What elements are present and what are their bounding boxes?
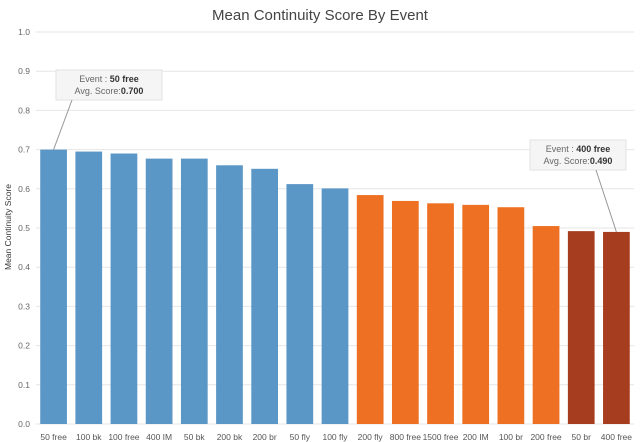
y-tick-label: 0.9: [18, 66, 30, 76]
bar: [391, 200, 419, 424]
y-tick-label: 0.0: [18, 419, 30, 429]
tooltip-score: Avg. Score:0.490: [544, 156, 613, 166]
y-tick-label: 0.3: [18, 301, 30, 311]
bar: [110, 153, 138, 424]
y-tick-label: 0.6: [18, 184, 30, 194]
bar: [75, 151, 103, 424]
bar: [603, 231, 630, 424]
bar: [356, 195, 384, 424]
tooltip-event-label: Event :: [79, 74, 110, 84]
x-tick-label: 200 bk: [217, 432, 243, 442]
tooltip-score: Avg. Score:0.700: [75, 86, 144, 96]
x-tick-label: 200 IM: [463, 432, 489, 442]
bar: [532, 226, 560, 424]
tooltip-score-label: Avg. Score:: [544, 156, 590, 166]
x-tick-label: 800 free: [390, 432, 421, 442]
x-tick-label: 50 bk: [184, 432, 206, 442]
x-tick-label: 50 free: [40, 432, 67, 442]
tooltip-event: Event : 50 free: [79, 74, 139, 84]
tooltip-box: [529, 139, 627, 171]
x-tick-label: 50 fly: [290, 432, 311, 442]
x-tick-label: 400 IM: [146, 432, 172, 442]
tooltip: Event : 50 free Avg. Score:0.700: [53, 69, 163, 150]
x-tick-label: 200 br: [253, 432, 277, 442]
tooltip-event: Event : 400 free: [546, 144, 611, 154]
x-tick-label: 400 free: [601, 432, 632, 442]
y-tick-label: 1.0: [18, 27, 30, 37]
x-tick-label: 100 fly: [322, 432, 348, 442]
bar: [497, 207, 525, 424]
tooltip-score-label: Avg. Score:: [75, 86, 121, 96]
tooltip-connector: [595, 169, 617, 233]
tooltip-event-value: 400 free: [576, 144, 610, 154]
y-tick-label: 0.8: [18, 105, 30, 115]
y-tick-label: 0.7: [18, 145, 30, 155]
tooltip-event-label: Event :: [546, 144, 577, 154]
bar: [567, 231, 595, 424]
bar: [180, 158, 208, 424]
bar: [251, 168, 279, 424]
bars: [40, 149, 630, 424]
tooltip-connector: [53, 99, 73, 150]
x-tick-label: 100 bk: [76, 432, 102, 442]
bar: [286, 184, 314, 424]
bar: [427, 203, 454, 424]
y-tick-label: 0.4: [18, 262, 30, 272]
bar: [321, 188, 349, 424]
tooltip: Event : 400 free Avg. Score:0.490: [529, 139, 627, 233]
chart-title: Mean Continuity Score By Event: [212, 7, 429, 24]
x-tick-label: 200 free: [530, 432, 561, 442]
x-tick-label: 1500 free: [423, 432, 459, 442]
x-tick-label: 200 fly: [358, 432, 384, 442]
y-axis-ticks: 0.0 0.1 0.2 0.3 0.4 0.5 0.6 0.7 0.8 0.9 1.0: [18, 27, 30, 429]
bar: [216, 165, 243, 424]
tooltip-event-value: 50 free: [110, 74, 139, 84]
x-tick-label: 100 free: [108, 432, 139, 442]
bar: [40, 149, 67, 424]
tooltip-box: [55, 69, 163, 101]
y-tick-label: 0.5: [18, 223, 30, 233]
y-tick-label: 0.1: [18, 380, 30, 390]
x-axis-ticks: 50 free 100 bk 100 free 400 IM 50 bk 200 bk 20…: [40, 432, 632, 442]
x-tick-label: 50 br: [572, 432, 592, 442]
tooltip-score-value: 0.490: [590, 156, 613, 166]
x-tick-label: 100 br: [499, 432, 523, 442]
tooltip-score-value: 0.700: [121, 86, 144, 96]
bar: [462, 204, 490, 424]
y-tick-label: 0.2: [18, 341, 30, 351]
bar: [145, 158, 173, 424]
y-axis-label: Mean Continuity Score: [3, 184, 13, 270]
